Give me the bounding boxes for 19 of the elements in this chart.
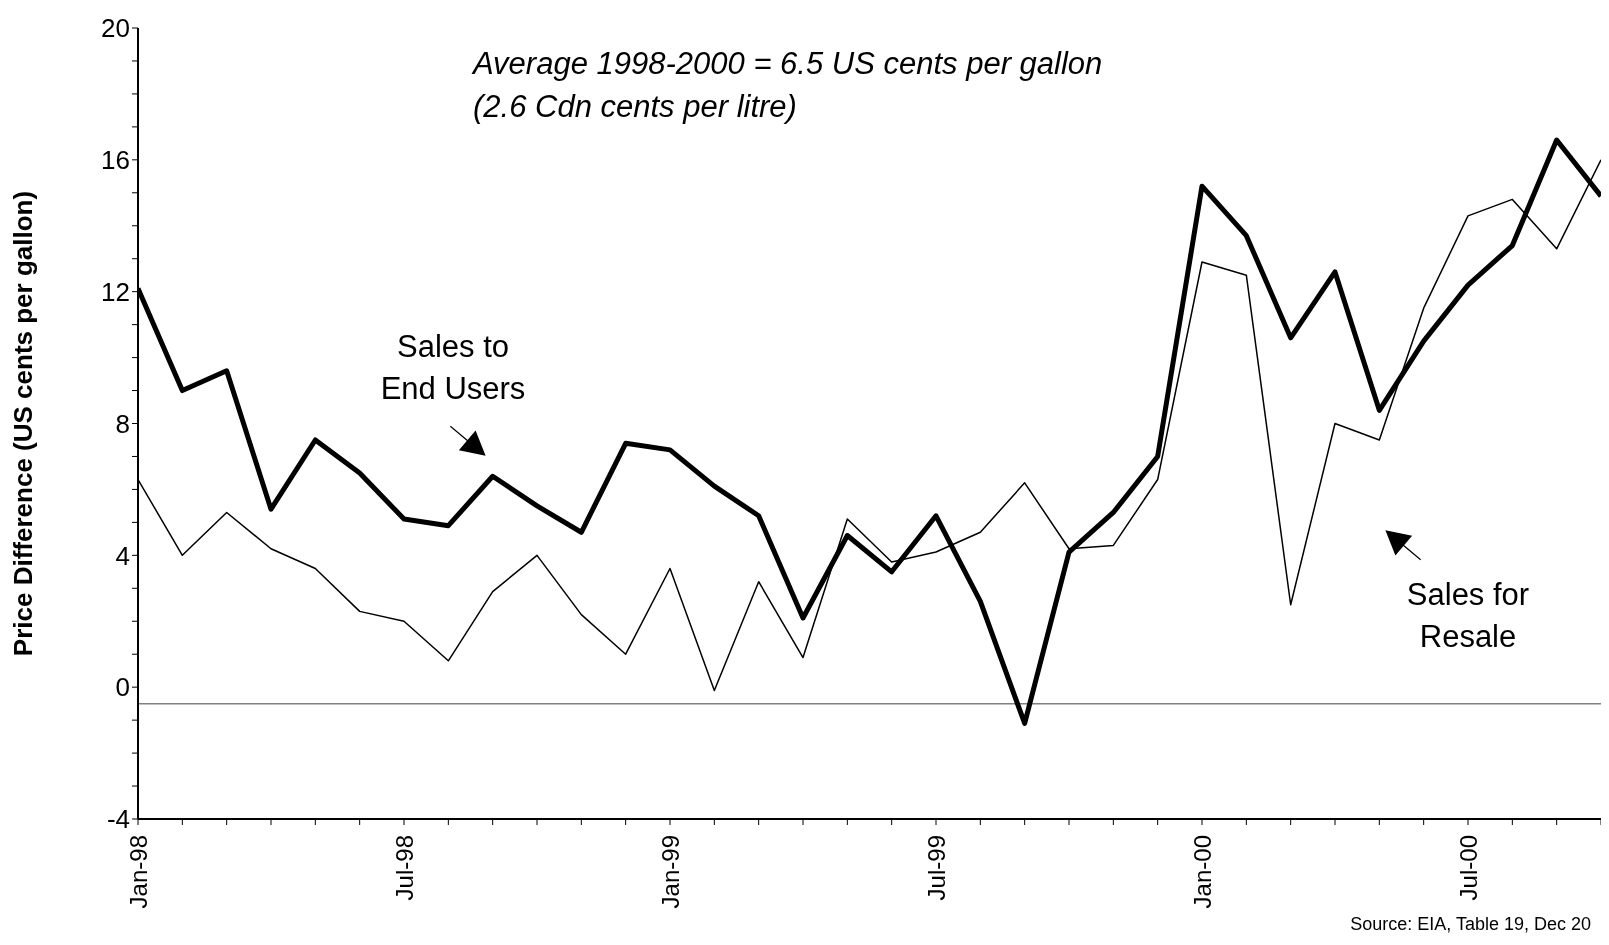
x-tick-label: Jan-99 bbox=[656, 835, 684, 909]
y-tick-label: -4 bbox=[106, 804, 130, 835]
x-tick-label: Jul-98 bbox=[390, 835, 418, 901]
y-tick-label: 20 bbox=[101, 13, 130, 44]
y-tick-label: 8 bbox=[115, 408, 130, 439]
y-axis-title: Price Difference (US cents per gallon) bbox=[8, 190, 39, 657]
y-tick-label: 0 bbox=[115, 672, 130, 703]
y-tick-label: 12 bbox=[101, 276, 130, 307]
x-tick-label: Jul-00 bbox=[1454, 835, 1482, 901]
source-note: Source: EIA, Table 19, Dec 20 bbox=[1350, 914, 1591, 935]
annotation: Average 1998-2000 = 6.5 US cents per gallon bbox=[473, 46, 1103, 82]
x-tick-label: Jan-00 bbox=[1188, 835, 1216, 909]
x-tick-label: Jul-99 bbox=[922, 835, 950, 901]
y-tick-label: 16 bbox=[101, 145, 130, 176]
legend-label: Sales for Resale bbox=[1405, 576, 1531, 656]
x-tick-label: Jan-98 bbox=[124, 835, 152, 909]
annotation: (2.6 Cdn cents per litre) bbox=[473, 89, 797, 125]
text: Sales to End Users bbox=[379, 328, 527, 408]
y-tick-label: 4 bbox=[115, 540, 130, 571]
